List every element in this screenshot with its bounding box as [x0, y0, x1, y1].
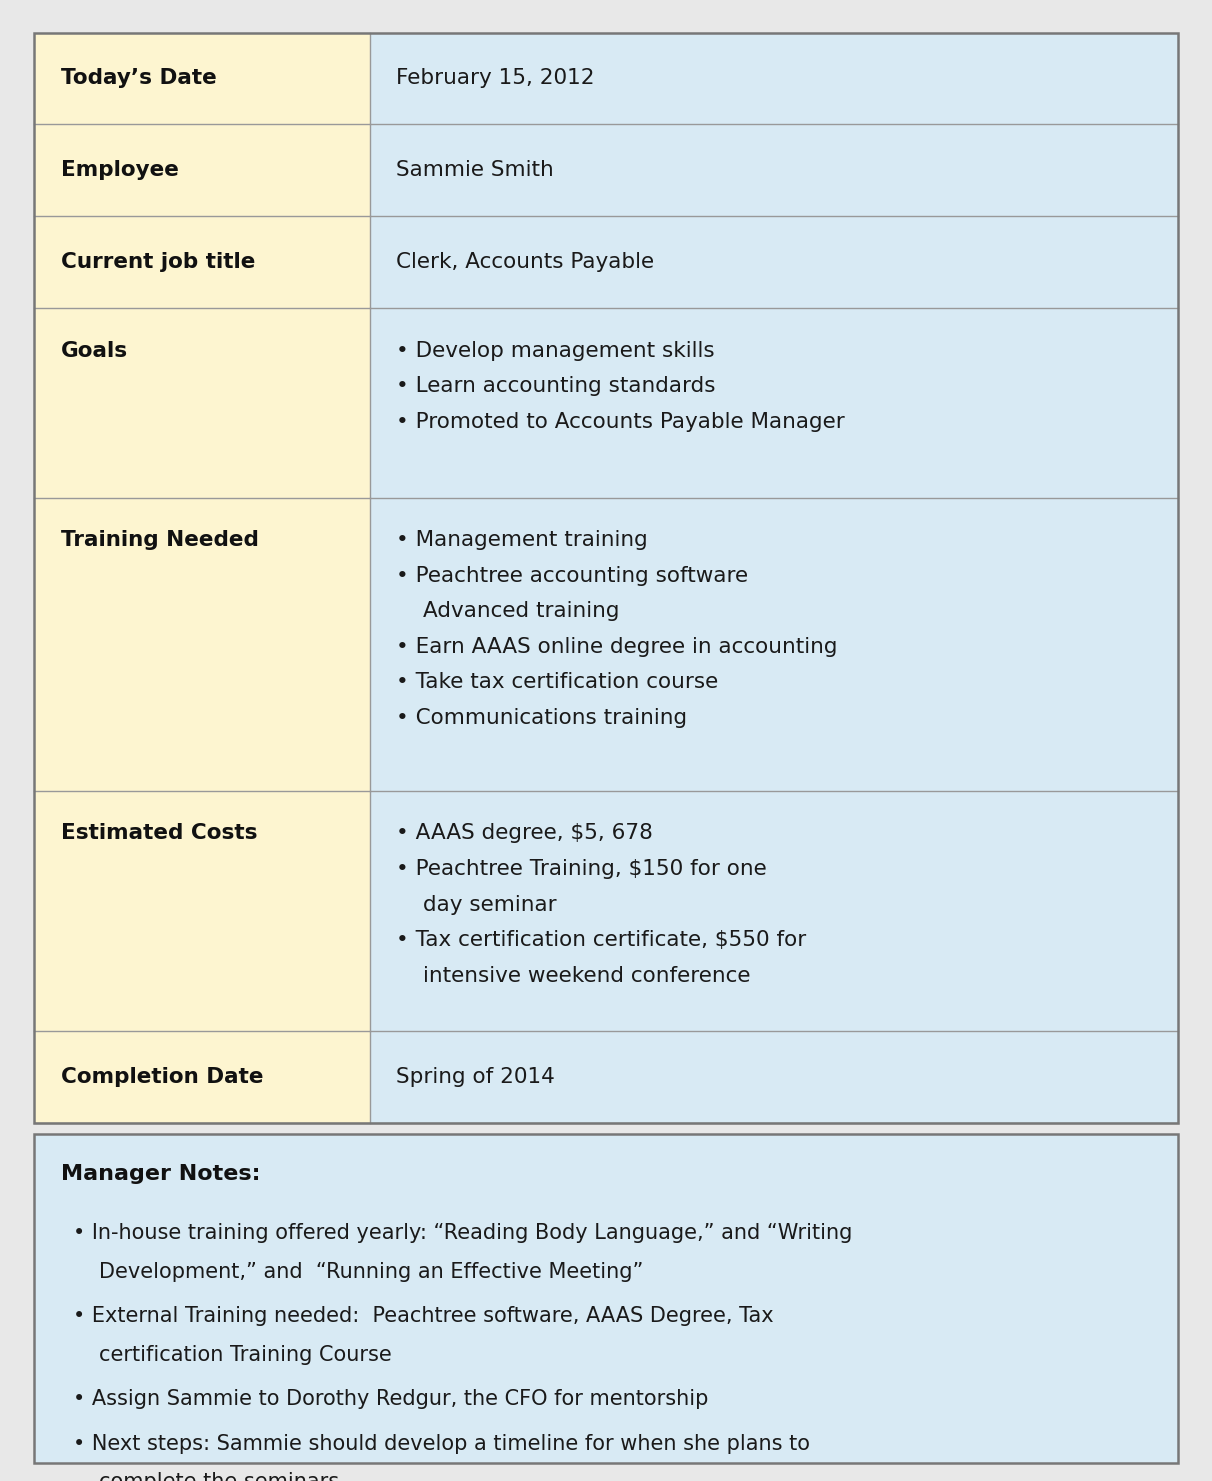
Text: • Peachtree Training, $150 for one: • Peachtree Training, $150 for one: [396, 859, 767, 880]
Text: Sammie Smith: Sammie Smith: [396, 160, 554, 181]
Text: complete the seminars.: complete the seminars.: [99, 1472, 347, 1481]
Bar: [370, 308, 1178, 498]
Text: • Learn accounting standards: • Learn accounting standards: [396, 376, 716, 397]
Text: certification Training Course: certification Training Course: [99, 1345, 393, 1365]
Text: day seminar: day seminar: [423, 895, 556, 915]
Text: Current job title: Current job title: [61, 252, 255, 273]
Bar: [34, 498, 370, 791]
Text: • Tax certification certificate, $550 for: • Tax certification certificate, $550 fo…: [396, 930, 806, 951]
Text: Spring of 2014: Spring of 2014: [396, 1066, 555, 1087]
Bar: [34, 124, 370, 216]
Bar: [34, 216, 370, 308]
Bar: [370, 1031, 1178, 1123]
Text: Training Needed: Training Needed: [61, 530, 258, 551]
Text: • Communications training: • Communications training: [396, 708, 687, 729]
Bar: [370, 791, 1178, 1031]
Bar: [34, 308, 370, 498]
Bar: [34, 1031, 370, 1123]
Bar: [370, 33, 1178, 124]
Text: • External Training needed:  Peachtree software, AAAS Degree, Tax: • External Training needed: Peachtree so…: [73, 1306, 773, 1327]
Text: • AAAS degree, $5, 678: • AAAS degree, $5, 678: [396, 823, 653, 844]
Bar: [34, 1134, 1178, 1463]
Text: Advanced training: Advanced training: [423, 601, 619, 622]
Text: Goals: Goals: [61, 341, 127, 361]
Text: Clerk, Accounts Payable: Clerk, Accounts Payable: [396, 252, 654, 273]
Text: February 15, 2012: February 15, 2012: [396, 68, 595, 89]
Text: Estimated Costs: Estimated Costs: [61, 823, 257, 844]
Text: • Earn AAAS online degree in accounting: • Earn AAAS online degree in accounting: [396, 637, 837, 658]
Text: intensive weekend conference: intensive weekend conference: [423, 966, 750, 986]
Bar: [370, 216, 1178, 308]
Text: Development,” and  “Running an Effective Meeting”: Development,” and “Running an Effective …: [99, 1262, 644, 1283]
Text: • Promoted to Accounts Payable Manager: • Promoted to Accounts Payable Manager: [396, 412, 845, 432]
Bar: [34, 791, 370, 1031]
Text: • Develop management skills: • Develop management skills: [396, 341, 715, 361]
Bar: [370, 498, 1178, 791]
Text: Completion Date: Completion Date: [61, 1066, 263, 1087]
Text: Manager Notes:: Manager Notes:: [61, 1164, 261, 1185]
Text: • In-house training offered yearly: “Reading Body Language,” and “Writing: • In-house training offered yearly: “Rea…: [73, 1223, 852, 1244]
Text: • Management training: • Management training: [396, 530, 648, 551]
Text: • Next steps: Sammie should develop a timeline for when she plans to: • Next steps: Sammie should develop a ti…: [73, 1434, 810, 1454]
Text: • Take tax certification course: • Take tax certification course: [396, 672, 719, 693]
Bar: [34, 33, 1178, 1123]
Text: • Peachtree accounting software: • Peachtree accounting software: [396, 566, 749, 586]
Bar: [34, 33, 370, 124]
Text: Employee: Employee: [61, 160, 178, 181]
Bar: [370, 124, 1178, 216]
Text: • Assign Sammie to Dorothy Redgur, the CFO for mentorship: • Assign Sammie to Dorothy Redgur, the C…: [73, 1389, 708, 1410]
Text: Today’s Date: Today’s Date: [61, 68, 217, 89]
